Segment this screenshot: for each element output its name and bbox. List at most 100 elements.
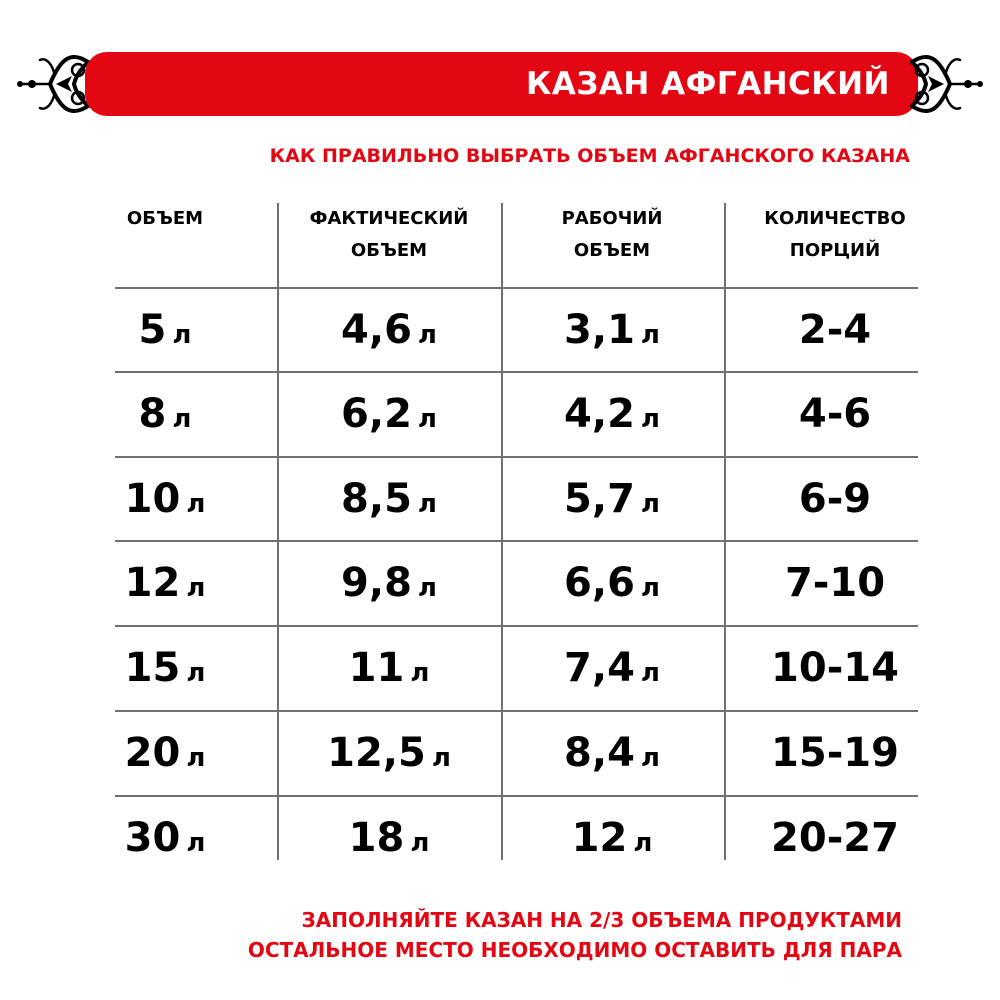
table-cell: 15 л xyxy=(55,626,275,710)
column-header-line: ОБЪЕМ xyxy=(573,240,651,261)
cell-value: 7-10 xyxy=(784,560,886,606)
cell-value: 12 xyxy=(571,815,628,861)
table-cell: 3,1 л xyxy=(502,288,722,372)
column-header-line: ПОРЦИЙ xyxy=(789,240,881,261)
table-cell: 18 л xyxy=(279,796,499,880)
row-divider xyxy=(115,371,918,373)
table-cell: 11 л xyxy=(279,626,499,710)
cell-value: 12,5 xyxy=(327,730,426,776)
cell-value: 15 xyxy=(124,645,181,691)
unit-label: л xyxy=(431,743,451,773)
column-header-line: РАБОЧИЙ xyxy=(561,208,663,229)
column-divider xyxy=(724,203,726,860)
column-header-line: ФАКТИЧЕСКИЙ xyxy=(309,208,469,229)
unit-label: л xyxy=(417,320,437,350)
table-cell: 4-6 xyxy=(725,372,945,456)
unit-label: л xyxy=(417,573,437,603)
table-cell: 20-27 xyxy=(725,796,945,880)
unit-label: л xyxy=(640,404,660,434)
unit-label: л xyxy=(417,404,437,434)
column-header: КОЛИЧЕСТВО ПОРЦИЙ xyxy=(725,203,945,267)
table-cell: 12 л xyxy=(502,796,722,880)
table-cell: 20 л xyxy=(55,711,275,795)
column-header: ОБЪЕМ xyxy=(55,203,275,235)
table-cell: 12 л xyxy=(55,541,275,625)
cell-value: 4,2 xyxy=(564,391,635,437)
table-cell: 2-4 xyxy=(725,288,945,372)
table-cell: 4,2 л xyxy=(502,372,722,456)
row-divider xyxy=(115,456,918,458)
page-title: КАЗАН АФГАНСКИЙ xyxy=(526,66,890,102)
cell-value: 4-6 xyxy=(798,391,872,437)
table-cell: 10-14 xyxy=(725,626,945,710)
footer-line-1: ЗАПОЛНЯЙТЕ КАЗАН НА 2/3 ОБЪЕМА ПРОДУКТАМ… xyxy=(301,908,902,932)
ornament-scroll-icon xyxy=(17,55,90,113)
cell-value: 10 xyxy=(124,476,181,522)
table-cell: 8,4 л xyxy=(502,711,722,795)
cell-value: 6,2 xyxy=(341,391,412,437)
cell-value: 7,4 xyxy=(564,645,635,691)
cell-value: 5,7 xyxy=(564,476,635,522)
unit-label: л xyxy=(640,573,660,603)
column-header: РАБОЧИЙ ОБЪЕМ xyxy=(502,203,722,267)
cell-value: 8,4 xyxy=(564,730,635,776)
row-divider xyxy=(115,540,918,542)
cell-value: 3,1 xyxy=(564,307,635,353)
unit-label: л xyxy=(186,828,206,858)
cell-value: 20-27 xyxy=(771,815,899,861)
cell-value: 9,8 xyxy=(341,560,412,606)
column-header-line: ОБЪЕМ xyxy=(350,240,428,261)
unit-label: л xyxy=(640,489,660,519)
cell-value: 18 xyxy=(348,815,405,861)
table-cell: 7-10 xyxy=(725,541,945,625)
row-divider xyxy=(115,795,918,797)
footer-line-2: ОСТАЛЬНОЕ МЕСТО НЕОБХОДИМО ОСТАВИТЬ ДЛЯ … xyxy=(247,938,902,962)
table-cell: 6,2 л xyxy=(279,372,499,456)
table-cell: 8,5 л xyxy=(279,457,499,541)
column-divider xyxy=(277,203,279,860)
row-divider xyxy=(115,287,918,289)
row-divider xyxy=(115,710,918,712)
cell-value: 6,6 xyxy=(564,560,635,606)
table-cell: 4,6 л xyxy=(279,288,499,372)
cell-value: 10-14 xyxy=(771,645,899,691)
unit-label: л xyxy=(640,743,660,773)
table-cell: 6-9 xyxy=(725,457,945,541)
cell-value: 20 xyxy=(124,730,181,776)
table-cell: 9,8 л xyxy=(279,541,499,625)
cell-value: 8,5 xyxy=(341,476,412,522)
table-cell: 12,5 л xyxy=(279,711,499,795)
unit-label: л xyxy=(410,658,430,688)
column-header: ФАКТИЧЕСКИЙ ОБЪЕМ xyxy=(279,203,499,267)
row-divider xyxy=(115,625,918,627)
unit-label: л xyxy=(186,658,206,688)
table-cell: 6,6 л xyxy=(502,541,722,625)
unit-label: л xyxy=(633,828,653,858)
ornament-scroll-icon xyxy=(910,55,983,113)
table-cell: 7,4 л xyxy=(502,626,722,710)
column-header-line: ОБЪЕМ xyxy=(126,208,204,229)
unit-label: л xyxy=(410,828,430,858)
unit-label: л xyxy=(640,658,660,688)
column-divider xyxy=(501,203,503,860)
title-banner: КАЗАН АФГАНСКИЙ xyxy=(85,52,918,116)
unit-label: л xyxy=(172,320,192,350)
table-cell: 10 л xyxy=(55,457,275,541)
cell-value: 12 xyxy=(124,560,181,606)
subtitle: КАК ПРАВИЛЬНО ВЫБРАТЬ ОБЪЕМ АФГАНСКОГО К… xyxy=(269,145,910,167)
table-cell: 15-19 xyxy=(725,711,945,795)
table-cell: 30 л xyxy=(55,796,275,880)
cell-value: 2-4 xyxy=(798,307,872,353)
unit-label: л xyxy=(186,489,206,519)
table-cell: 5,7 л xyxy=(502,457,722,541)
column-header-line: КОЛИЧЕСТВО xyxy=(764,208,906,229)
unit-label: л xyxy=(172,404,192,434)
cell-value: 4,6 xyxy=(341,307,412,353)
cell-value: 8 xyxy=(138,391,167,437)
cell-value: 5 xyxy=(138,307,167,353)
unit-label: л xyxy=(417,489,437,519)
cell-value: 11 xyxy=(348,645,405,691)
unit-label: л xyxy=(186,573,206,603)
unit-label: л xyxy=(186,743,206,773)
